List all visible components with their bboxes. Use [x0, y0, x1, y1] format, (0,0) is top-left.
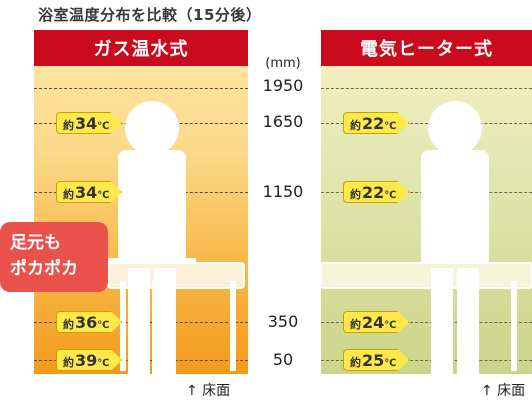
diagram-title: 浴室温度分布を比較（15分後） [38, 6, 262, 24]
human-figure-icon [321, 101, 532, 374]
gas-panel: ガス温水式 約 34 ℃ 約 34 ℃ 約 36 ℃ 約 39 [34, 30, 248, 374]
electric-badge-50: 約 25 ℃ [343, 349, 410, 371]
dash-line-1950 [321, 88, 532, 89]
scale-label-1650: 1650 [262, 112, 304, 131]
dash-line-1650 [321, 123, 532, 124]
gas-badge-50: 約 39 ℃ [56, 349, 123, 371]
floor-label-electric: ↑ 床面 [481, 383, 526, 399]
floor-label-gas: ↑ 床面 [186, 383, 231, 399]
gas-badge-1650: 約 34 ℃ [56, 112, 123, 134]
dash-line-1950 [34, 88, 248, 89]
callout-warm-feet: 足元も ポカポカ [0, 222, 108, 292]
callout-line-2: ポカポカ [10, 259, 78, 279]
scale-label-50: 50 [272, 350, 294, 369]
scale-label-350: 350 [267, 312, 299, 331]
dash-line-350 [321, 322, 532, 323]
scale-unit-label: (mm) [265, 56, 301, 71]
gas-badge-1150: 約 34 ℃ [56, 181, 123, 203]
electric-panel-header: 電気ヒーター式 [321, 30, 532, 66]
electric-badge-1150: 約 22 ℃ [343, 181, 410, 203]
electric-badge-1650: 約 22 ℃ [343, 112, 410, 134]
gas-badge-350: 約 36 ℃ [56, 311, 123, 333]
gas-panel-header: ガス温水式 [34, 30, 248, 66]
scale-label-1950: 1950 [262, 76, 304, 95]
callout-line-1: 足元も [10, 233, 61, 253]
electric-panel: 電気ヒーター式 約 22 ℃ 約 22 ℃ 約 24 ℃ 約 25 ℃ [321, 30, 532, 374]
scale-label-1150: 1150 [262, 182, 304, 201]
human-figure-icon [107, 101, 245, 374]
dash-line-50 [321, 360, 532, 361]
electric-badge-350: 約 24 ℃ [343, 311, 410, 333]
